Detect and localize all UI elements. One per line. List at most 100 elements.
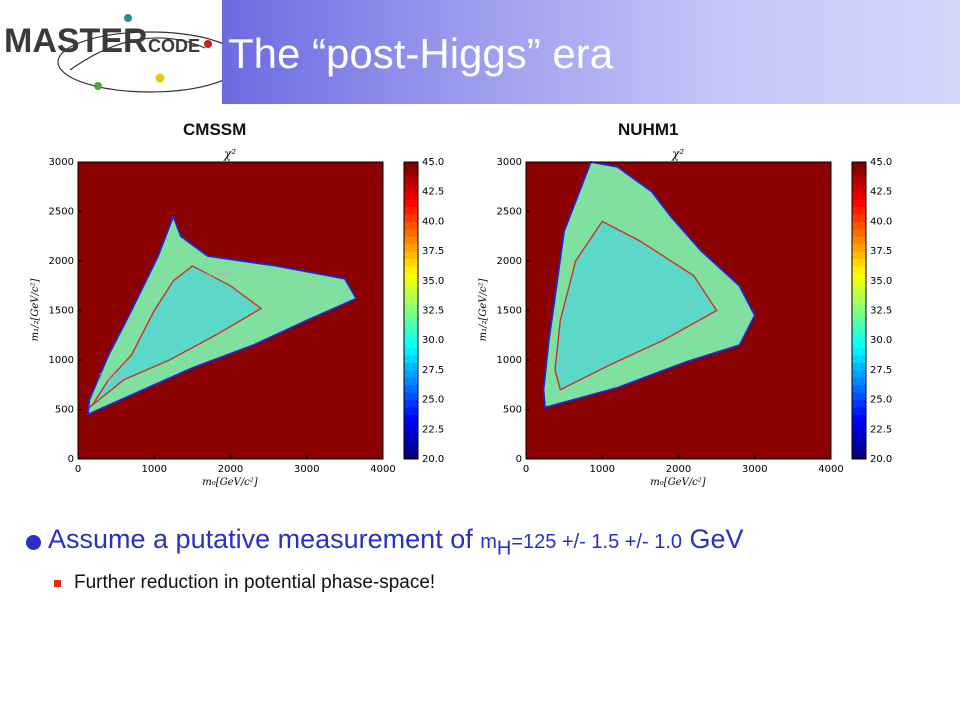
colorbar-segment <box>852 369 866 378</box>
y-tick-label: 2500 <box>49 207 74 218</box>
colorbar-segment <box>852 265 866 274</box>
bullet-dot-icon <box>26 535 41 550</box>
colorbar-segment <box>404 243 418 252</box>
colorbar: 20.0 22.5 25.0 27.5 30.0 32.5 35.0 37.5 40.0 42.5… <box>403 157 444 465</box>
colorbar-segment <box>852 325 866 334</box>
colorbar-segment <box>852 414 866 423</box>
y-tick-label: 1500 <box>497 306 522 317</box>
bullet-main-prefix: Assume a putative measurement of <box>48 524 481 554</box>
colorbar-segment <box>404 414 418 423</box>
chart-area <box>525 160 832 460</box>
y-tick-label: 3000 <box>497 157 522 168</box>
y-tick-label: 1500 <box>49 306 74 317</box>
bullet-sub-text: Further reduction in potential phase-spa… <box>74 572 436 594</box>
contour-label-5990: 5.990 <box>206 271 232 281</box>
y-tick-label: 3000 <box>49 157 74 168</box>
mh-symbol: m <box>480 531 497 553</box>
colorbar-segment <box>852 280 866 289</box>
colorbar-segment <box>852 258 866 267</box>
colorbar-tick-label: 25.0 <box>870 395 892 406</box>
colorbar-frame <box>403 161 419 460</box>
mh-subscript: H <box>496 537 512 560</box>
favored-region-68 <box>554 220 718 391</box>
x-tick-label: 3000 <box>742 464 767 475</box>
chart-nuhm1: χ² m₀[GeV/c²] m₁/₂[GeV/c²] 0 1000 2000 3000… <box>478 147 892 488</box>
colorbar-segment <box>852 221 866 230</box>
colorbar-tick-label: 45.0 <box>422 157 444 168</box>
bullet-list: Assume a putative measurement of mH=125 … <box>26 524 744 594</box>
colorbar-segment <box>404 273 418 282</box>
colorbar-segment <box>852 377 866 386</box>
colorbar-segment <box>852 355 866 363</box>
colorbar-segment <box>404 429 418 438</box>
colorbar-tick-label: 20.0 <box>870 454 892 465</box>
colorbar-segment <box>404 258 418 267</box>
colorbar-tick-label: 35.0 <box>422 276 444 287</box>
colorbar-segment <box>852 295 866 304</box>
plot-title: χ² <box>671 147 684 161</box>
x-tick-label: 1000 <box>590 464 615 475</box>
x-tick-label: 2000 <box>666 464 691 475</box>
x-tick-label: 4000 <box>370 464 395 475</box>
colorbar-segment <box>404 317 418 326</box>
colorbar-segment <box>852 384 866 393</box>
colorbar-segment <box>404 184 418 193</box>
y-tick-label: 2000 <box>497 256 522 267</box>
colorbar-segment <box>404 421 418 430</box>
svg-text:CODE: CODE <box>148 36 200 56</box>
colorbar-segment <box>404 251 418 260</box>
axes: 0 1000 2000 3000 4000 0 500 1000 1500 2000 2500 300… <box>49 157 396 475</box>
colorbar-segment <box>852 176 866 185</box>
colorbar-tick-label: 32.5 <box>422 306 444 317</box>
colorbar-segment <box>404 295 418 304</box>
y-axis-label: m₁/₂[GeV/c²] <box>30 279 41 342</box>
axes: 0 1000 2000 3000 4000 0 500 1000 1500 2000 2500 300… <box>497 157 844 475</box>
plot-title: χ² <box>223 147 236 161</box>
x-tick-label: 3000 <box>294 464 319 475</box>
y-tick-label: 500 <box>503 405 522 416</box>
chart-cmssm: χ² m₀[GeV/c²] m₁/₂[GeV/c²] 5.990 2.300 0… <box>30 147 444 488</box>
panel-label-nuhm1: NUHM1 <box>618 120 679 139</box>
x-axis-label: m₀[GeV/c²] <box>202 477 257 488</box>
x-tick-label: 4000 <box>818 464 843 475</box>
colorbar-segment <box>404 362 418 371</box>
colorbar-segment <box>404 332 418 341</box>
colorbar-tick-label: 30.0 <box>870 335 892 346</box>
colorbar-segment <box>852 451 866 460</box>
bullet-sub: Further reduction in potential phase-spa… <box>26 572 744 594</box>
favored-region-68 <box>88 265 263 409</box>
colorbar-segment <box>404 213 418 222</box>
contour-label-2300: 2.300 <box>98 373 124 383</box>
colorbar-tick-label: 27.5 <box>422 365 444 376</box>
chart-area <box>77 161 384 460</box>
colorbar-segment <box>852 236 866 245</box>
colorbar-segment <box>852 303 866 311</box>
colorbar-segment <box>852 362 866 371</box>
colorbar-segment <box>852 206 866 215</box>
colorbar-tick-label: 22.5 <box>422 424 444 435</box>
colorbar-segment <box>404 221 418 230</box>
colorbar-segment <box>852 332 866 341</box>
x-tick-label: 2000 <box>218 464 243 475</box>
colorbar-segment <box>852 228 866 237</box>
y-tick-label: 2500 <box>497 207 522 218</box>
colorbar-segment <box>852 199 866 208</box>
bullet-main: Assume a putative measurement of mH=125 … <box>26 524 744 560</box>
colorbar-segment <box>404 265 418 274</box>
colorbar-segment <box>852 429 866 438</box>
colorbar-segment <box>852 169 866 178</box>
colorbar: 20.0 22.5 25.0 27.5 30.0 32.5 35.0 37.5 40.0 42.5… <box>851 157 892 465</box>
panel-label-cmssm: CMSSM <box>183 120 247 139</box>
colorbar-tick-label: 42.5 <box>870 187 892 198</box>
colorbar-tick-label: 25.0 <box>422 395 444 406</box>
y-tick-label: 2000 <box>49 256 74 267</box>
x-tick-label: 1000 <box>142 464 167 475</box>
bullet-square-icon <box>54 580 61 588</box>
colorbar-segment <box>404 303 418 311</box>
colorbar-segment <box>852 310 866 319</box>
colorbar-segment <box>852 162 866 170</box>
colorbar-tick-label: 40.0 <box>870 216 892 227</box>
colorbar-segment <box>404 236 418 245</box>
colorbar-segment <box>404 384 418 393</box>
y-tick-label: 0 <box>68 454 74 465</box>
